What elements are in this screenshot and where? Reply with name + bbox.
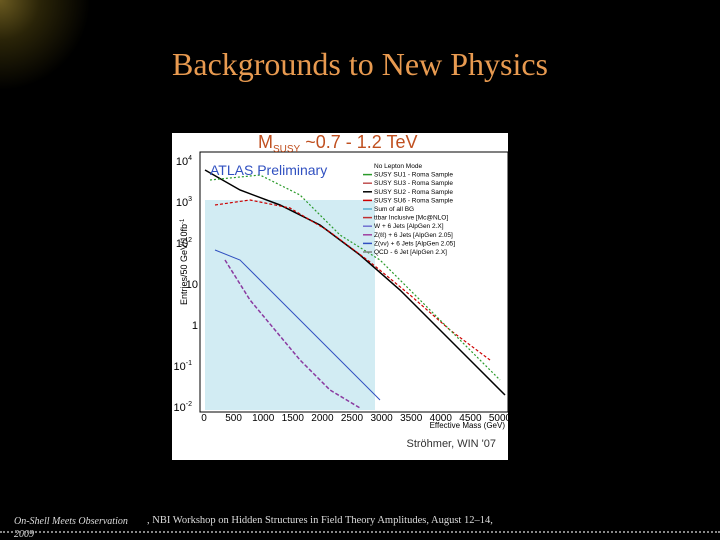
y-tick-exponent: 3: [188, 196, 192, 203]
y-tick-label: 104: [176, 155, 192, 168]
x-tick-label: 2500: [341, 413, 364, 424]
legend-entry: QCD - 6 Jet [AlpGen 2.X]: [374, 249, 447, 256]
x-tick-label: 0: [201, 413, 207, 424]
footer-left: 2009: [14, 529, 34, 540]
y-tick-base: 10: [186, 279, 198, 291]
x-ticks: 0 500 1000 1500 2000 2500 3000 3500 4000 4500 5000: [201, 413, 511, 424]
x-tick-label: 5000: [489, 413, 512, 424]
y-tick-label: 1: [192, 320, 198, 332]
y-tick-base: 10: [174, 361, 186, 373]
legend-entry: SUSY SU2 - Roma Sample: [374, 189, 453, 196]
y-tick-label: 102: [176, 237, 192, 250]
x-tick-label: 4500: [459, 413, 482, 424]
y-tick-exponent: 2: [188, 237, 192, 244]
legend-entry: Z(νν) + 6 Jets [AlpGen 2.05]: [374, 240, 455, 247]
legend-entry: No Lepton Mode: [374, 163, 422, 170]
credit: Ströhmer, WIN '07: [406, 438, 496, 450]
y-tick-label: 10-1: [174, 360, 193, 373]
legend-entry: Sum of all BG: [374, 206, 414, 213]
y-tick-base: 10: [176, 238, 188, 250]
y-tick-exponent: -1: [186, 360, 192, 367]
x-tick-label: 500: [225, 413, 242, 424]
x-tick-label: 1500: [282, 413, 305, 424]
y-tick-label: 10-2: [174, 401, 193, 414]
legend-entry: SUSY SU3 - Roma Sample: [374, 180, 453, 187]
y-tick-base: 10: [176, 156, 188, 168]
legend-entry: ttbar Inclusive [Mc@NLO]: [374, 215, 448, 222]
footer-left: On-Shell Meets Observation: [14, 516, 128, 527]
decor-curve: [224, 259, 361, 409]
legend-entry: SUSY SU6 - Roma Sample: [374, 197, 453, 204]
footer-text: , NBI Workshop on Hidden Structures in F…: [147, 515, 493, 526]
x-tick-label: 3000: [370, 413, 393, 424]
x-tick-label: 2000: [311, 413, 334, 424]
x-tick-label: 1000: [252, 413, 275, 424]
x-tick-label: 3500: [400, 413, 423, 424]
background-fill: [205, 200, 375, 410]
y-tick-label: 103: [176, 196, 192, 209]
figure-title: MSUSY ~0.7 - 1.2 TeV: [258, 132, 417, 155]
decor-curve: [214, 249, 381, 401]
legend-entry: W + 6 Jets [AlpGen 2.X]: [374, 223, 444, 230]
legend-entry: Z(ℓℓ) + 6 Jets [AlpGen 2.05]: [374, 232, 453, 239]
slide-title: Backgrounds to New Physics: [172, 46, 548, 82]
legend-entry: SUSY SU1 - Roma Sample: [374, 172, 453, 179]
x-axis-label: Effective Mass (GeV): [430, 421, 506, 430]
y-tick-exponent: -2: [186, 401, 192, 408]
decor-curve: [209, 174, 501, 381]
plot-frame: [199, 151, 509, 413]
y-tick-base: 10: [176, 197, 188, 209]
footer-rule: [0, 531, 720, 533]
y-axis-label: Entries/50 GeV/10fb-1: [179, 218, 189, 305]
x-tick-label: 4000: [430, 413, 453, 424]
decor-curve: [214, 199, 491, 361]
watermark: ATLAS Preliminary: [210, 162, 327, 178]
y-tick-base: 10: [174, 402, 186, 414]
y-tick-base: 1: [192, 320, 198, 332]
y-tick-exponent: 4: [188, 155, 192, 162]
y-tick-label: 10: [186, 279, 198, 291]
